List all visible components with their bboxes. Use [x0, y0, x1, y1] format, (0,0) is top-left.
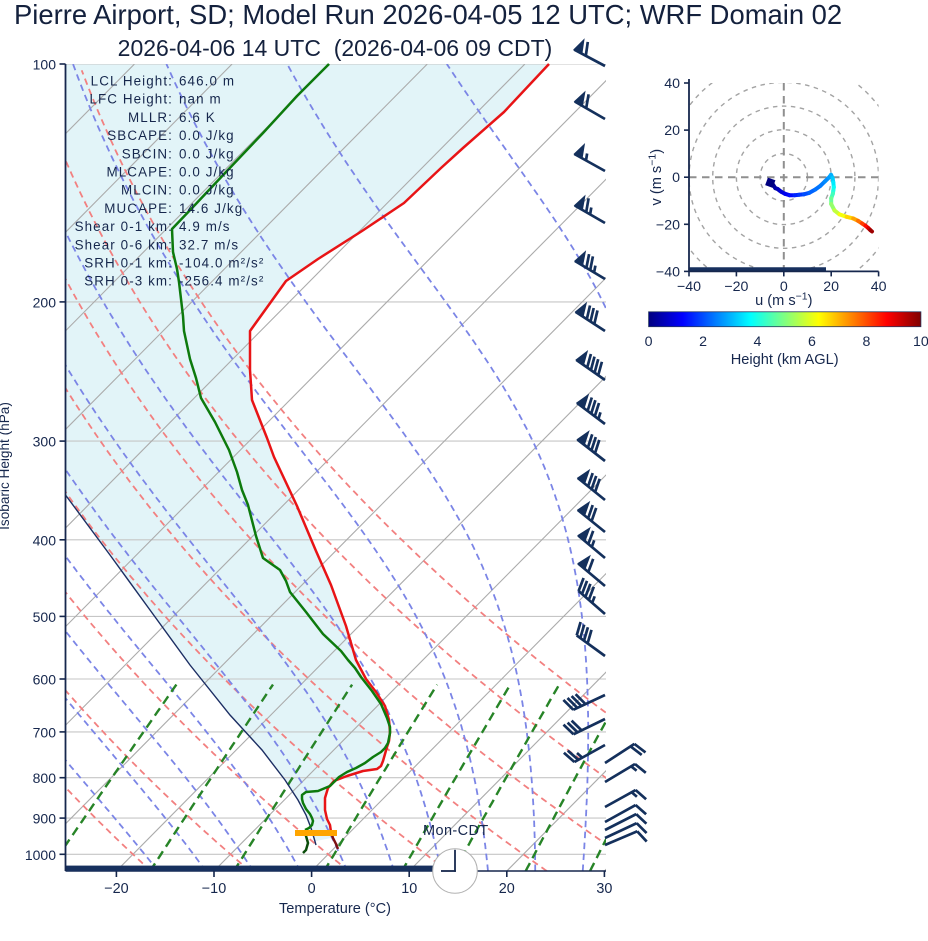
svg-text:Height (km AGL): Height (km AGL)	[731, 352, 839, 368]
svg-text:700: 700	[33, 724, 57, 740]
svg-text:−20: −20	[104, 881, 128, 897]
svg-text:0: 0	[308, 881, 316, 897]
svg-text:Shear 0-1 km:: Shear 0-1 km:	[75, 219, 173, 234]
svg-text:20: 20	[664, 123, 680, 139]
svg-text:0.0 J/kg: 0.0 J/kg	[179, 146, 235, 161]
svg-text:SBCIN:: SBCIN:	[122, 146, 173, 161]
svg-text:nan m: nan m	[179, 92, 222, 107]
svg-text:−40: −40	[677, 279, 701, 295]
svg-text:200: 200	[33, 294, 57, 310]
svg-text:2: 2	[699, 334, 707, 350]
svg-text:300: 300	[33, 434, 57, 450]
svg-text:2026-04-06 14 UTC (2026-04-06: 2026-04-06 14 UTC (2026-04-06 09 CDT)	[118, 35, 553, 61]
svg-text:100: 100	[33, 57, 57, 73]
svg-text:0: 0	[645, 334, 653, 350]
svg-text:MLCIN:: MLCIN:	[121, 183, 173, 198]
svg-text:−20: −20	[724, 279, 748, 295]
svg-text:0.0 J/kg: 0.0 J/kg	[179, 183, 235, 198]
svg-text:20: 20	[499, 881, 515, 897]
svg-text:30: 30	[596, 881, 612, 897]
svg-text:SBCAPE:: SBCAPE:	[107, 128, 173, 143]
svg-text:SRH 0-1 km:: SRH 0-1 km:	[84, 256, 173, 271]
svg-text:0.0 J/kg: 0.0 J/kg	[179, 128, 235, 143]
svg-text:600: 600	[33, 672, 57, 688]
svg-text:Temperature (°C): Temperature (°C)	[279, 901, 391, 917]
svg-text:800: 800	[33, 770, 57, 786]
svg-text:LFC Height:: LFC Height:	[89, 92, 173, 107]
svg-text:646.0 m: 646.0 m	[179, 74, 235, 89]
svg-text:Pierre Airport, SD; Model Run: Pierre Airport, SD; Model Run 2026-04-05…	[14, 0, 842, 30]
svg-text:−20: −20	[656, 217, 680, 233]
svg-text:-256.4 m²/s²: -256.4 m²/s²	[179, 274, 264, 289]
svg-text:6.6 K: 6.6 K	[179, 110, 216, 125]
svg-text:40: 40	[871, 279, 887, 295]
svg-text:MLCAPE:: MLCAPE:	[107, 165, 174, 180]
svg-text:900: 900	[33, 811, 57, 827]
svg-text:14.6 J/kg: 14.6 J/kg	[179, 201, 243, 216]
svg-text:Shear 0-6 km:: Shear 0-6 km:	[75, 237, 173, 252]
svg-text:40: 40	[664, 76, 680, 92]
svg-text:20: 20	[823, 279, 839, 295]
svg-text:400: 400	[33, 532, 57, 548]
svg-text:1000: 1000	[25, 847, 56, 863]
svg-text:−40: −40	[656, 264, 680, 280]
svg-text:10: 10	[401, 881, 417, 897]
svg-text:−10: −10	[202, 881, 226, 897]
svg-text:-104.0 m²/s²: -104.0 m²/s²	[179, 256, 264, 271]
svg-text:0: 0	[672, 170, 680, 186]
svg-text:MUCAPE:: MUCAPE:	[104, 201, 173, 216]
svg-text:SRH 0-3 km:: SRH 0-3 km:	[84, 274, 173, 289]
svg-text:8: 8	[862, 334, 870, 350]
svg-text:LCL Height:: LCL Height:	[91, 74, 173, 89]
svg-text:6: 6	[808, 334, 816, 350]
svg-text:4.9 m/s: 4.9 m/s	[179, 219, 231, 234]
svg-text:Isobaric Height (hPa): Isobaric Height (hPa)	[0, 402, 12, 530]
svg-text:10: 10	[913, 334, 928, 350]
svg-text:4: 4	[754, 334, 762, 350]
svg-text:32.7 m/s: 32.7 m/s	[179, 237, 239, 252]
svg-text:MLLR:: MLLR:	[128, 110, 173, 125]
svg-text:500: 500	[33, 609, 57, 625]
svg-text:0.0 J/kg: 0.0 J/kg	[179, 165, 235, 180]
svg-text:Mon-CDT: Mon-CDT	[423, 823, 489, 839]
